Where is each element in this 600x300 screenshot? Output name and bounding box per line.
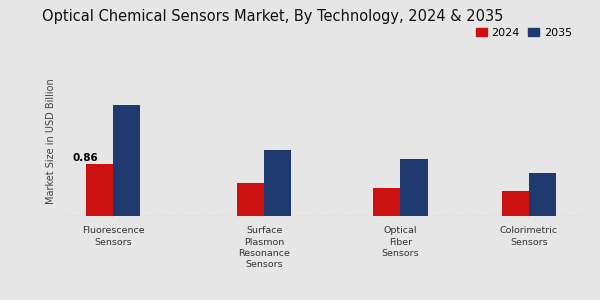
Legend: 2024, 2035: 2024, 2035 (471, 24, 577, 42)
Text: Optical Chemical Sensors Market, By Technology, 2024 & 2035: Optical Chemical Sensors Market, By Tech… (42, 9, 503, 24)
Bar (237, 183, 264, 216)
Bar (373, 188, 400, 216)
Bar (529, 173, 556, 216)
Bar (502, 191, 529, 216)
Text: 0.86: 0.86 (72, 152, 98, 163)
Y-axis label: Market Size in USD Billion: Market Size in USD Billion (46, 78, 56, 204)
Bar (264, 150, 292, 216)
Bar (400, 159, 428, 216)
Bar (113, 105, 140, 216)
Bar (86, 164, 113, 216)
